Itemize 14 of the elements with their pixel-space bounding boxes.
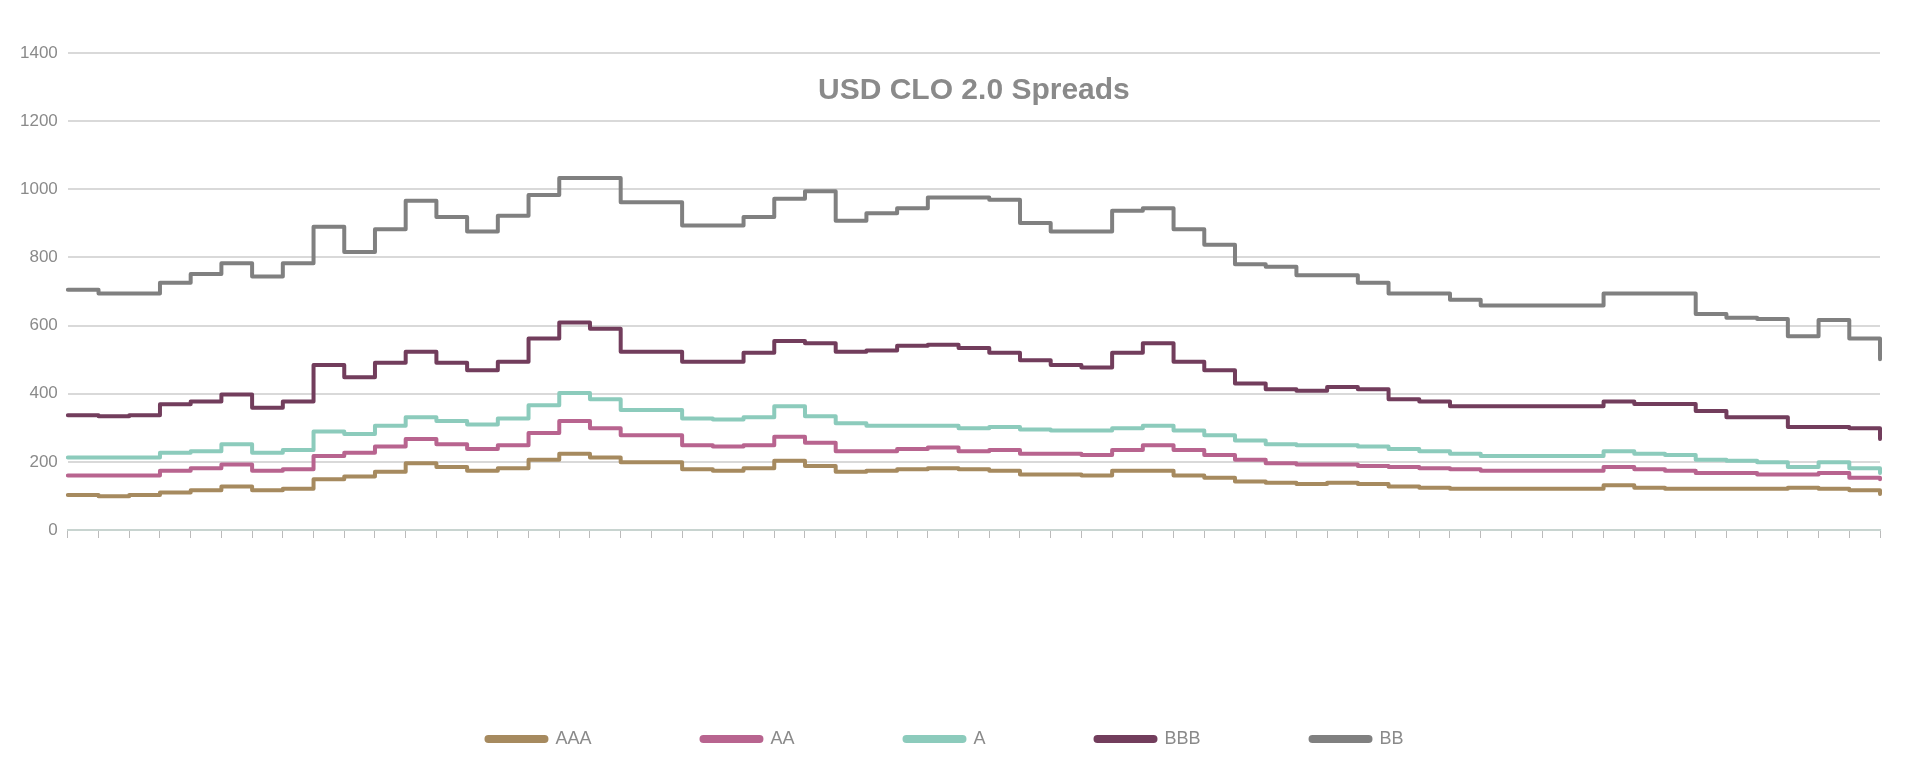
y-tick-label: 400 — [29, 383, 58, 403]
legend-label: AAA — [555, 727, 592, 748]
y-tick-label: 1200 — [19, 110, 58, 130]
y-tick-label: 800 — [29, 247, 58, 267]
y-tick-label: 200 — [29, 451, 58, 471]
y-tick-label: 600 — [29, 315, 58, 335]
legend-label: AA — [770, 727, 795, 748]
y-tick-label: 1400 — [19, 42, 58, 62]
y-tick-label: 0 — [48, 519, 58, 539]
legend-label: A — [973, 727, 986, 748]
y-tick-label: 1000 — [19, 178, 58, 198]
legend-label: BBB — [1164, 727, 1201, 748]
legend-label: BB — [1379, 727, 1404, 748]
text: USD CLO 2.0 Spreads — [818, 72, 1130, 106]
